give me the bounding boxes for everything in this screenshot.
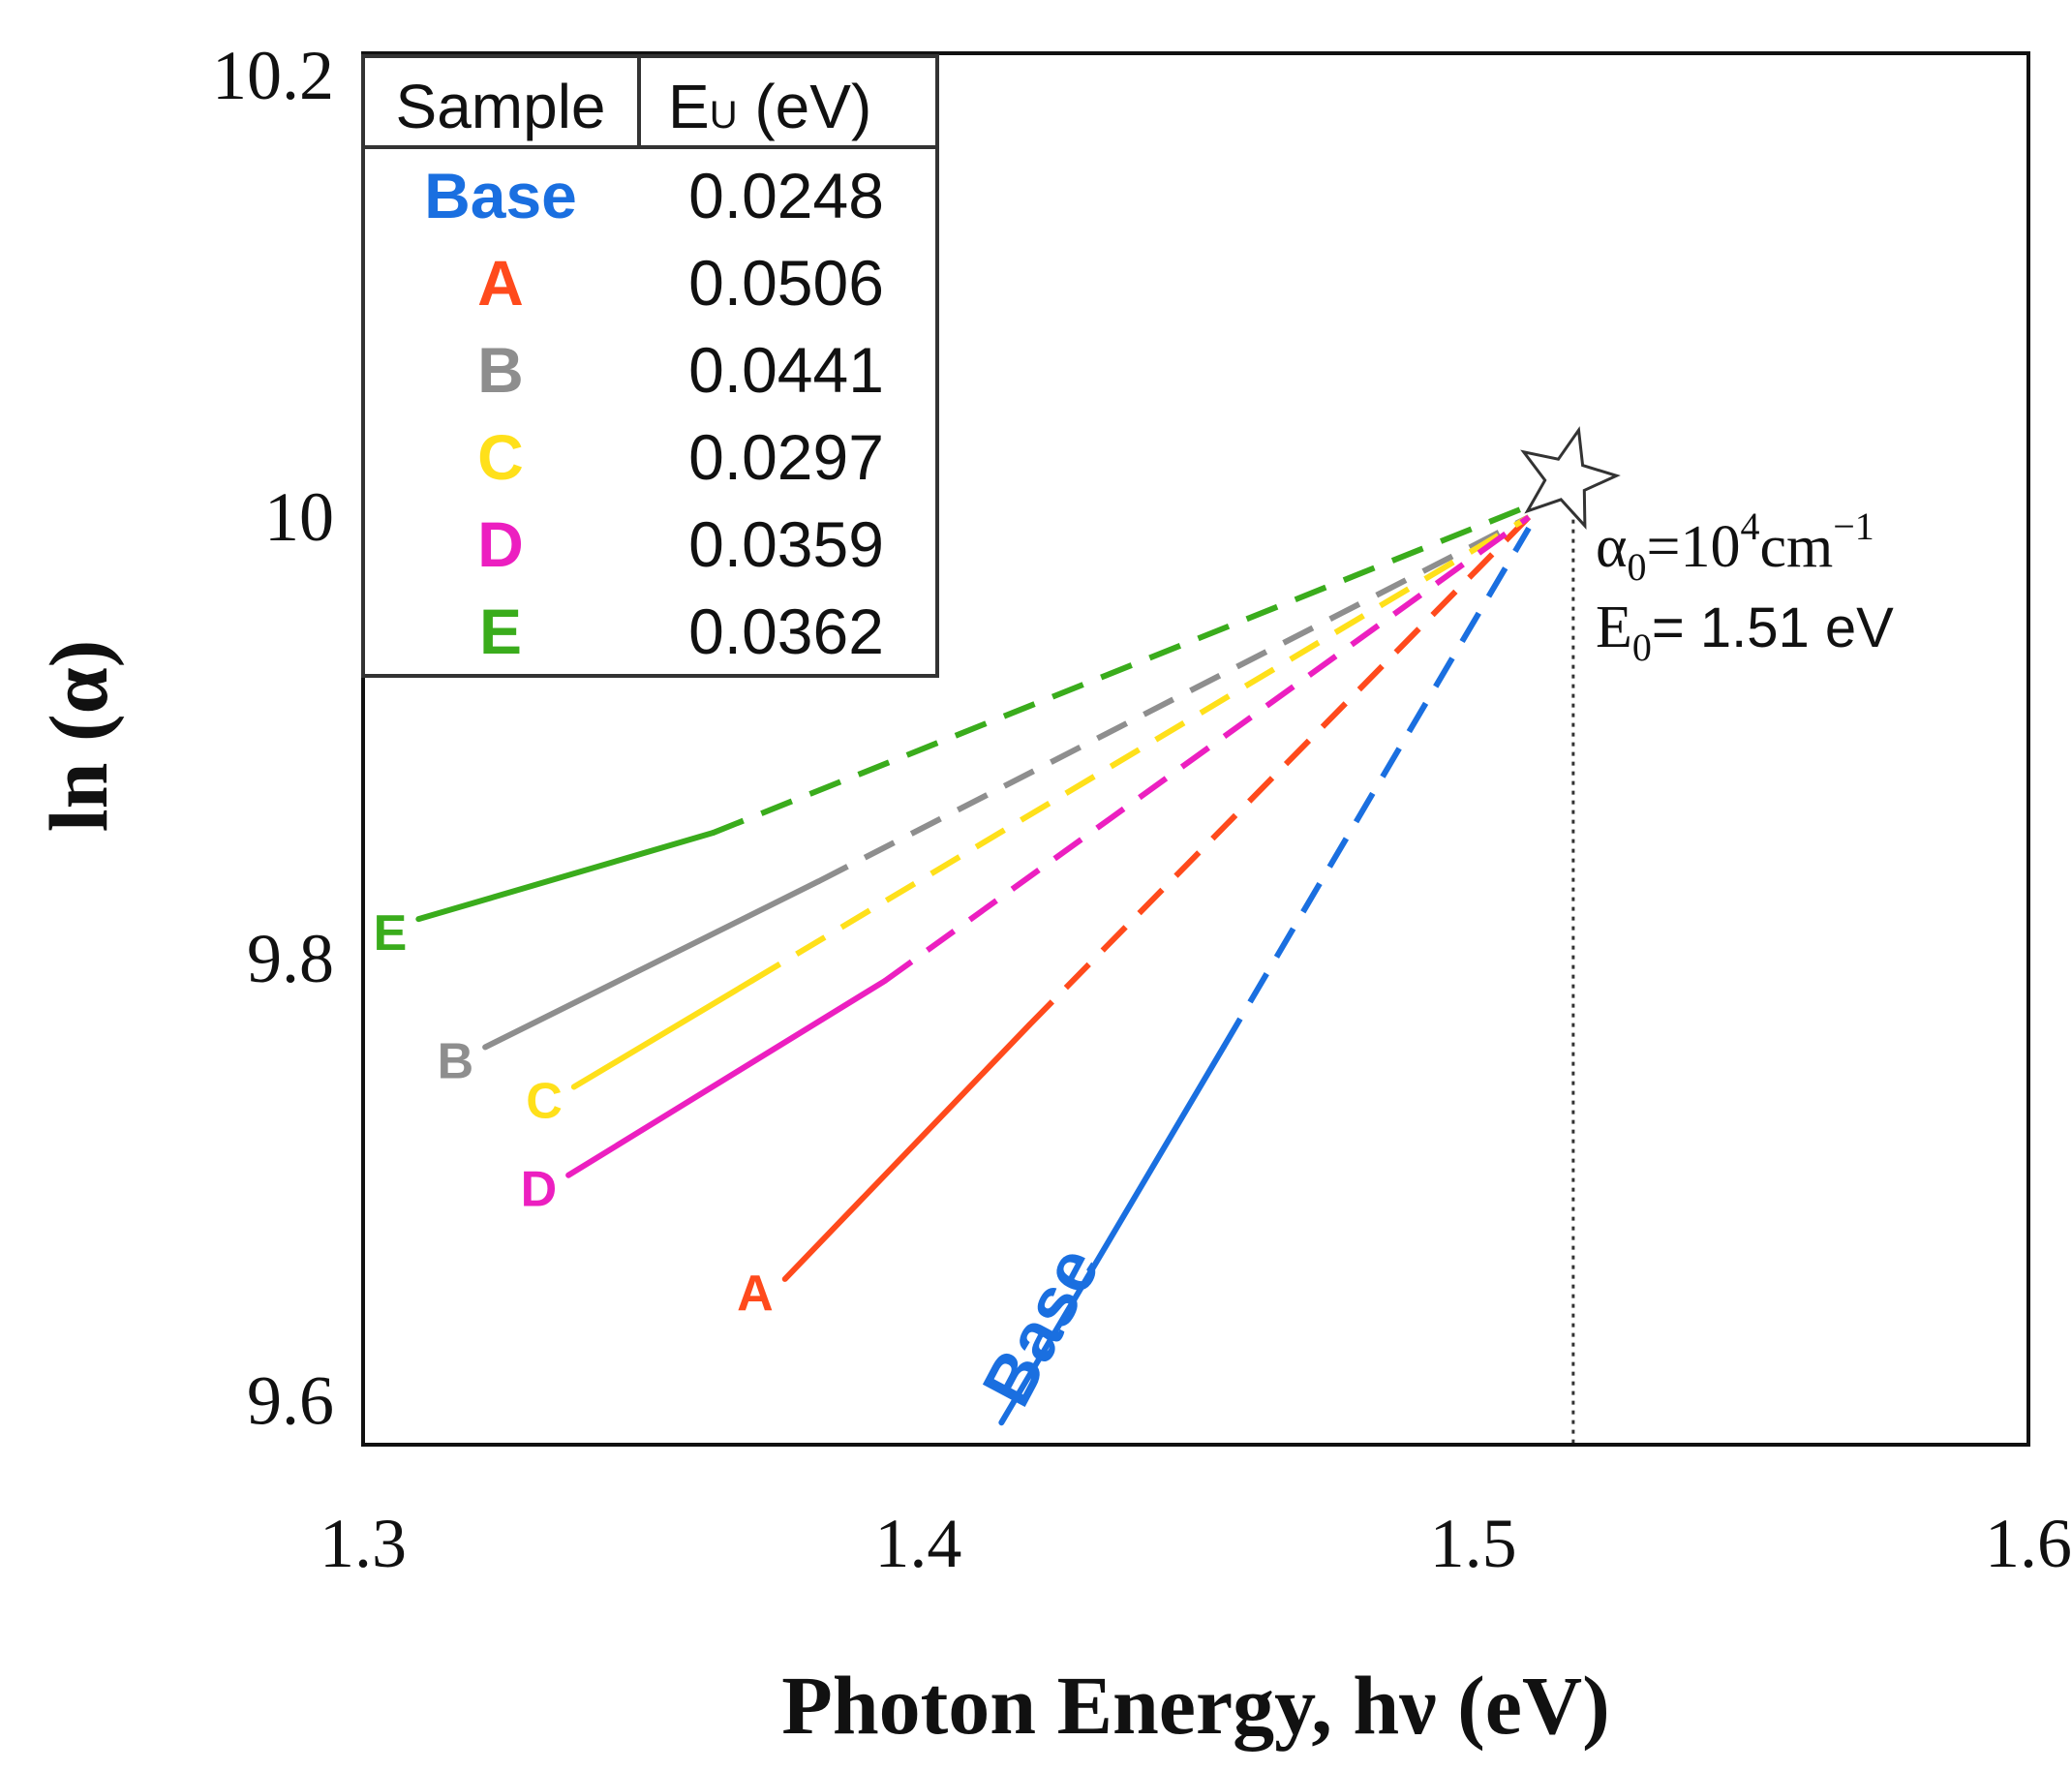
x-tick-label: 1.6	[1985, 1505, 2072, 1582]
legend-table: Sample EU (eV) Base 0.0248 A 0.0506 B 0.0441 C…	[361, 54, 939, 678]
legend-value-d: 0.0359	[688, 508, 884, 580]
series-e-extrapolation-line	[712, 503, 1531, 836]
legend-name-b: B	[477, 334, 524, 406]
plot-frame	[361, 51, 2030, 1447]
legend-value-a: 0.0506	[688, 247, 884, 319]
e0-annotation: E0= 1.51 eV	[1596, 595, 1894, 669]
legend-value-b: 0.0441	[688, 334, 884, 406]
series-label-a: A	[737, 1266, 774, 1322]
legend-name-c: C	[477, 421, 524, 493]
series-d-extrapolation-line	[883, 514, 1531, 984]
x-tick-label: 1.4	[874, 1505, 961, 1582]
y-axis-title: ln (α)	[32, 640, 125, 833]
legend-header-sample: Sample	[396, 72, 606, 141]
series-layer	[415, 503, 1532, 1426]
series-c-fit-line	[570, 978, 755, 1090]
legend-name-d: D	[477, 508, 524, 580]
legend-name-e: E	[479, 595, 522, 667]
legend-name-a: A	[477, 247, 524, 319]
y-tick-label: 10	[264, 478, 334, 556]
series-b-extrapolation-line	[816, 514, 1531, 885]
legend-rows: Base 0.0248 A 0.0506 B 0.0441 C 0.0297 D 0.0359 E 0…	[424, 160, 884, 667]
alpha0-annotation: α0=104cm−1	[1596, 504, 1874, 589]
series-base-extrapolation-line	[1221, 526, 1532, 1049]
legend-name-base: Base	[424, 160, 577, 231]
legend-value-c: 0.0297	[688, 421, 884, 493]
series-d-fit-line	[565, 978, 888, 1178]
legend-value-base: 0.0248	[688, 160, 884, 231]
legend-value-e: 0.0362	[688, 595, 884, 667]
series-base-fit-line	[998, 1044, 1227, 1426]
series-label-e: E	[374, 905, 408, 962]
series-b-fit-line	[482, 878, 822, 1051]
series-label-d: D	[521, 1162, 558, 1218]
x-axis-title: Photon Energy, hν (eV)	[781, 1659, 1609, 1752]
tick-layer: 1.3 1.4 1.5 1.6 9.6 9.8 10 10.2	[212, 37, 2072, 1582]
series-label-b: B	[438, 1033, 474, 1089]
legend-header-eu: EU (eV)	[668, 72, 871, 141]
y-tick-label: 9.8	[247, 920, 334, 997]
series-a-extrapolation-line	[1026, 514, 1532, 1027]
x-tick-label: 1.5	[1430, 1505, 1517, 1582]
x-tick-label: 1.3	[320, 1505, 407, 1582]
y-tick-label: 10.2	[212, 37, 334, 114]
series-label-base: Base	[968, 1235, 1114, 1419]
star-marker	[1520, 426, 1621, 530]
series-a-fit-line	[781, 1022, 1032, 1282]
series-c-extrapolation-line	[749, 514, 1531, 984]
y-tick-label: 9.6	[247, 1361, 334, 1439]
series-label-c: C	[526, 1073, 563, 1129]
series-e-fit-line	[415, 830, 716, 923]
